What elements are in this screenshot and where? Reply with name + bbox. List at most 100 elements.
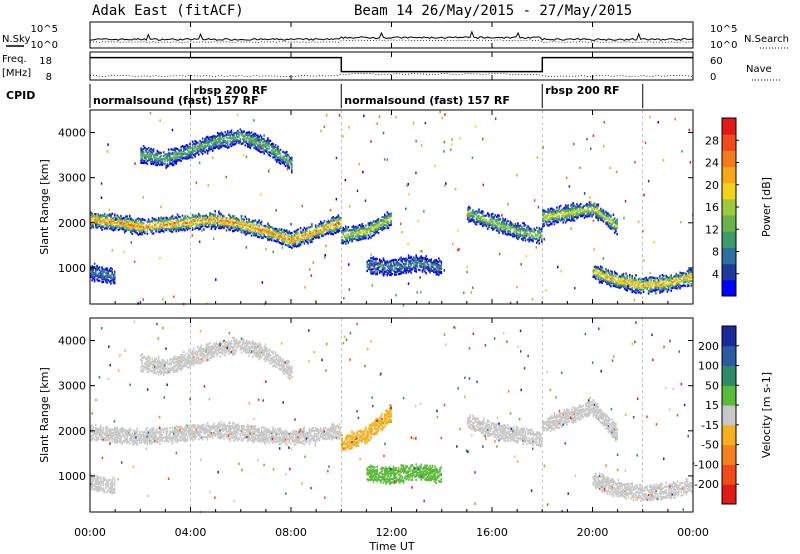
echo-cell	[397, 262, 400, 265]
echo-cell	[404, 269, 406, 272]
echo-cell	[375, 268, 377, 271]
echo-cell	[213, 134, 215, 138]
echo-cell	[180, 228, 182, 231]
echo-cell	[211, 143, 214, 146]
echo-cell	[542, 225, 544, 228]
freq-trace	[90, 56, 693, 73]
echo-cell	[523, 222, 525, 225]
echo-cell	[191, 430, 194, 433]
echo-cell	[603, 213, 606, 216]
echo-cell	[303, 241, 306, 244]
echo-cell	[224, 432, 226, 435]
echo-cell	[213, 223, 215, 226]
echo-cell	[500, 224, 503, 227]
echo-cell	[243, 224, 245, 227]
echo-cell	[127, 228, 130, 232]
echo-cell	[569, 211, 572, 214]
echo-cell	[607, 271, 610, 274]
echo-cell	[254, 234, 257, 237]
echo-cell	[593, 209, 596, 212]
echo-cell	[381, 266, 384, 269]
echo-cell	[98, 217, 101, 220]
echo-cell	[312, 230, 314, 233]
echo-cell	[203, 222, 205, 225]
echo-cell	[249, 144, 252, 148]
echo-cell	[519, 228, 522, 231]
echo-cell	[635, 288, 637, 291]
echo-cell	[152, 155, 155, 158]
echo-cell	[368, 224, 371, 227]
echo-cell	[386, 214, 389, 217]
echo-cell	[160, 431, 162, 434]
echo-cell	[214, 425, 216, 428]
echo-cell	[536, 156, 539, 159]
echo-cell	[610, 280, 612, 283]
echo-cell	[377, 264, 380, 267]
echo-cell	[492, 227, 494, 230]
echo-cell	[490, 220, 493, 223]
echo-cell	[100, 430, 102, 433]
echo-cell	[142, 147, 145, 150]
echo-cell	[594, 207, 596, 210]
echo-cell	[250, 136, 253, 139]
echo-cell	[358, 228, 361, 231]
echo-cell	[230, 142, 233, 145]
echo-cell	[136, 232, 139, 235]
echo-cell	[543, 222, 546, 225]
echo-cell	[90, 211, 92, 214]
echo-cell	[382, 227, 385, 230]
echo-cell	[489, 222, 492, 225]
colorbar-swatch	[722, 198, 736, 216]
echo-cell	[216, 145, 219, 148]
echo-cell	[358, 238, 361, 241]
echo-cell	[189, 152, 191, 155]
echo-cell	[118, 219, 121, 222]
echo-cell	[184, 156, 186, 159]
echo-cell	[324, 254, 326, 257]
echo-cell	[283, 239, 286, 242]
echo-cell	[167, 157, 170, 160]
echo-cell	[600, 210, 602, 213]
echo-cell	[233, 229, 235, 233]
echo-cell	[190, 428, 193, 431]
echo-cell	[270, 142, 273, 146]
echo-cell	[498, 214, 500, 217]
echo-cell	[191, 143, 194, 146]
echo-cell	[348, 237, 351, 240]
echo-cell	[116, 441, 118, 444]
echo-cell	[107, 273, 110, 276]
echo-cell	[205, 136, 208, 139]
echo-cell	[596, 215, 598, 218]
echo-cell	[385, 219, 387, 222]
echo-cell	[151, 151, 154, 154]
echo-cell	[108, 224, 111, 227]
echo-cell	[122, 220, 125, 224]
echo-cell	[490, 224, 493, 227]
colorbar-swatch	[722, 134, 736, 151]
echo-cell	[130, 218, 132, 222]
echo-cell	[574, 286, 576, 290]
echo-cell	[211, 219, 214, 223]
echo-cell	[245, 137, 248, 140]
echo-cell	[607, 225, 610, 228]
echo-cell	[108, 218, 111, 222]
echo-cell	[272, 153, 274, 156]
echo-cell	[341, 229, 343, 232]
echo-cell	[98, 214, 101, 218]
echo-cell	[110, 437, 112, 440]
echo-cell	[645, 276, 647, 279]
echo-cell	[558, 217, 561, 220]
echo-cell	[240, 431, 243, 434]
echo-cell	[571, 218, 573, 221]
echo-cell	[209, 218, 211, 221]
echo-cell	[660, 290, 662, 293]
echo-cell	[212, 237, 215, 240]
echo-cell	[283, 163, 286, 166]
echo-cell	[597, 210, 600, 213]
echo-cell	[278, 149, 280, 153]
echo-cell	[188, 433, 190, 436]
echo-cell	[253, 119, 255, 122]
echo-cell	[605, 268, 607, 271]
echo-cell	[499, 225, 502, 228]
echo-cell	[242, 428, 244, 431]
